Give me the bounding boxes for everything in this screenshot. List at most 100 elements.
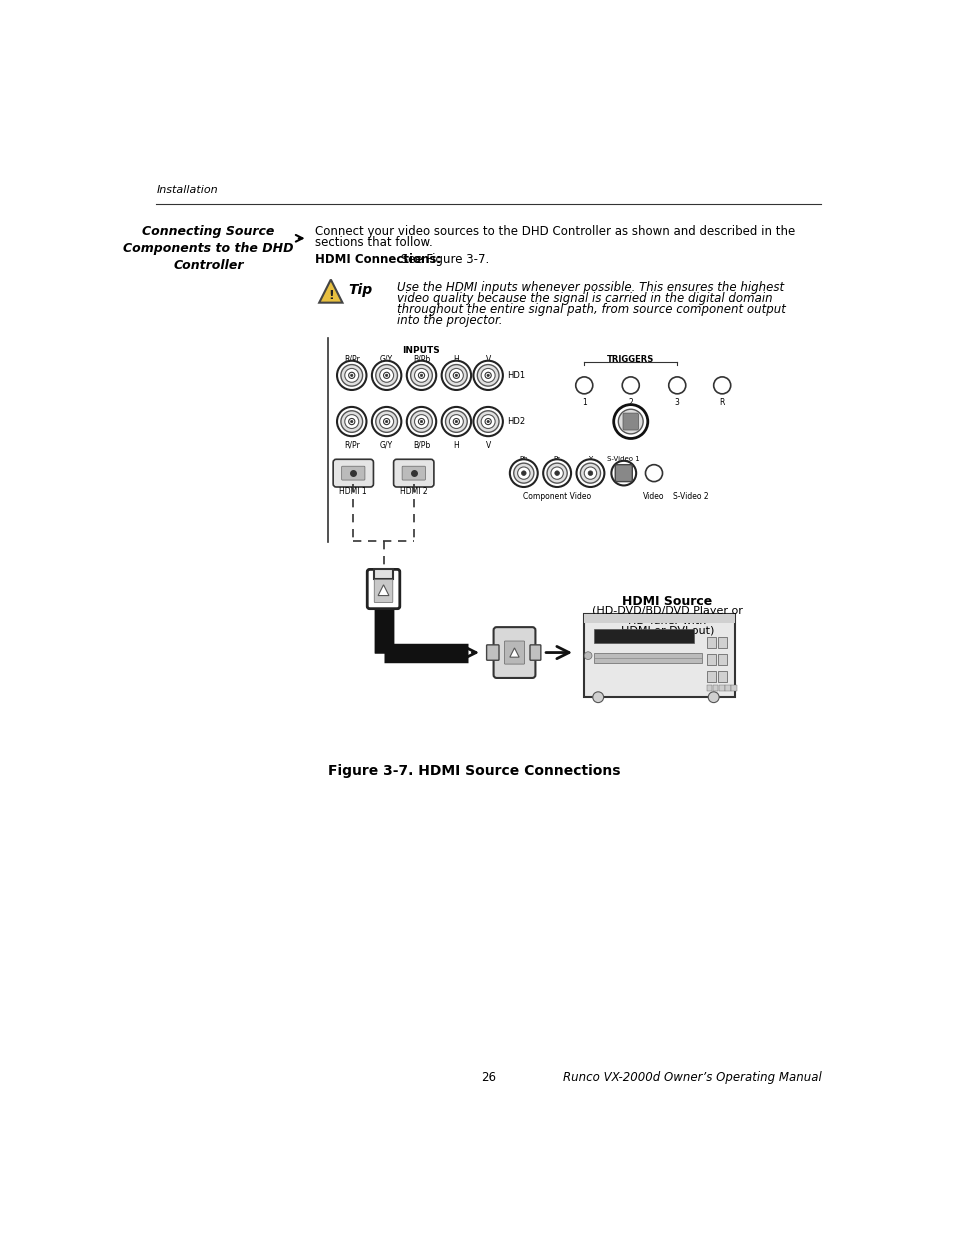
FancyBboxPatch shape — [486, 645, 498, 661]
Text: HDMI 1: HDMI 1 — [339, 487, 367, 496]
Bar — [717, 671, 726, 682]
Circle shape — [555, 471, 558, 475]
Circle shape — [372, 361, 401, 390]
Text: Video: Video — [642, 492, 664, 500]
Text: Tip: Tip — [348, 283, 373, 296]
Circle shape — [517, 467, 530, 479]
Bar — [706, 637, 716, 648]
Text: Installation: Installation — [156, 185, 218, 195]
Circle shape — [420, 420, 422, 422]
Text: !: ! — [328, 289, 334, 301]
Text: H: H — [453, 354, 458, 363]
Circle shape — [583, 652, 592, 659]
Circle shape — [453, 372, 459, 378]
Circle shape — [420, 374, 422, 377]
FancyBboxPatch shape — [333, 459, 373, 487]
Circle shape — [372, 406, 401, 436]
Text: B/Pb: B/Pb — [413, 354, 430, 363]
Circle shape — [546, 463, 567, 483]
Circle shape — [379, 368, 394, 383]
Circle shape — [344, 368, 358, 383]
Bar — [593, 630, 694, 643]
Text: Connect your video sources to the DHD Controller as shown and described in the: Connect your video sources to the DHD Co… — [314, 225, 794, 238]
Bar — [724, 685, 730, 692]
Text: V: V — [485, 354, 490, 363]
FancyBboxPatch shape — [402, 466, 425, 480]
Circle shape — [480, 415, 495, 429]
Circle shape — [550, 467, 562, 479]
Circle shape — [406, 361, 436, 390]
Circle shape — [583, 467, 596, 479]
FancyBboxPatch shape — [374, 568, 393, 579]
FancyBboxPatch shape — [583, 614, 735, 698]
Text: Use the HDMI inputs whenever possible. This ensures the highest: Use the HDMI inputs whenever possible. T… — [396, 282, 783, 294]
Text: HD Tuner with: HD Tuner with — [628, 615, 706, 626]
Circle shape — [348, 419, 355, 425]
Circle shape — [418, 419, 424, 425]
Circle shape — [350, 420, 353, 422]
Circle shape — [445, 364, 467, 387]
Circle shape — [576, 459, 604, 487]
Text: video quality because the signal is carried in the digital domain: video quality because the signal is carr… — [396, 293, 772, 305]
Text: 3: 3 — [674, 399, 679, 408]
Circle shape — [480, 368, 495, 383]
Circle shape — [575, 377, 592, 394]
Circle shape — [375, 411, 397, 432]
Circle shape — [336, 406, 366, 436]
Circle shape — [621, 377, 639, 394]
Circle shape — [449, 368, 463, 383]
Text: TRIGGERS: TRIGGERS — [606, 354, 654, 363]
FancyBboxPatch shape — [367, 569, 399, 609]
Text: Figure 3-7. HDMI Source Connections: Figure 3-7. HDMI Source Connections — [328, 764, 620, 778]
Text: Runco VX-2000d Owner’s Operating Manual: Runco VX-2000d Owner’s Operating Manual — [562, 1071, 821, 1083]
Text: See Figure 3-7.: See Figure 3-7. — [397, 253, 489, 266]
Polygon shape — [319, 279, 342, 303]
Text: R/Pr: R/Pr — [343, 354, 359, 363]
Bar — [731, 685, 736, 692]
Circle shape — [445, 411, 467, 432]
Text: Y: Y — [588, 456, 592, 462]
Text: HDMI or DVI out): HDMI or DVI out) — [620, 626, 714, 636]
Circle shape — [449, 415, 463, 429]
FancyBboxPatch shape — [615, 464, 632, 482]
Circle shape — [484, 419, 491, 425]
Circle shape — [509, 459, 537, 487]
Circle shape — [579, 463, 599, 483]
Text: into the projector.: into the projector. — [396, 314, 501, 327]
Text: R: R — [719, 399, 724, 408]
Text: Component Video: Component Video — [522, 492, 591, 500]
Circle shape — [385, 374, 387, 377]
Circle shape — [410, 411, 432, 432]
Bar — [706, 685, 711, 692]
Circle shape — [476, 411, 498, 432]
Circle shape — [645, 464, 661, 482]
Polygon shape — [509, 648, 518, 657]
Bar — [712, 685, 718, 692]
Circle shape — [336, 361, 366, 390]
Text: V: V — [485, 441, 490, 450]
Circle shape — [415, 368, 428, 383]
Circle shape — [486, 374, 489, 377]
Circle shape — [613, 405, 647, 438]
Circle shape — [618, 409, 642, 433]
Circle shape — [521, 471, 525, 475]
Circle shape — [484, 372, 491, 378]
Bar — [719, 685, 723, 692]
Text: G/Y: G/Y — [379, 354, 393, 363]
Bar — [593, 652, 701, 663]
Circle shape — [375, 364, 397, 387]
Text: Pr: Pr — [553, 456, 560, 462]
FancyBboxPatch shape — [394, 459, 434, 487]
Circle shape — [350, 374, 353, 377]
Circle shape — [379, 415, 394, 429]
Bar — [717, 637, 726, 648]
Circle shape — [415, 415, 428, 429]
Circle shape — [441, 361, 471, 390]
Text: S-Video 2: S-Video 2 — [673, 492, 708, 500]
Text: throughout the entire signal path, from source component output: throughout the entire signal path, from … — [396, 303, 784, 316]
Circle shape — [486, 420, 489, 422]
Circle shape — [410, 364, 432, 387]
Text: HDMI 2: HDMI 2 — [399, 487, 427, 496]
Text: HDMI Connections:: HDMI Connections: — [314, 253, 440, 266]
Circle shape — [473, 361, 502, 390]
